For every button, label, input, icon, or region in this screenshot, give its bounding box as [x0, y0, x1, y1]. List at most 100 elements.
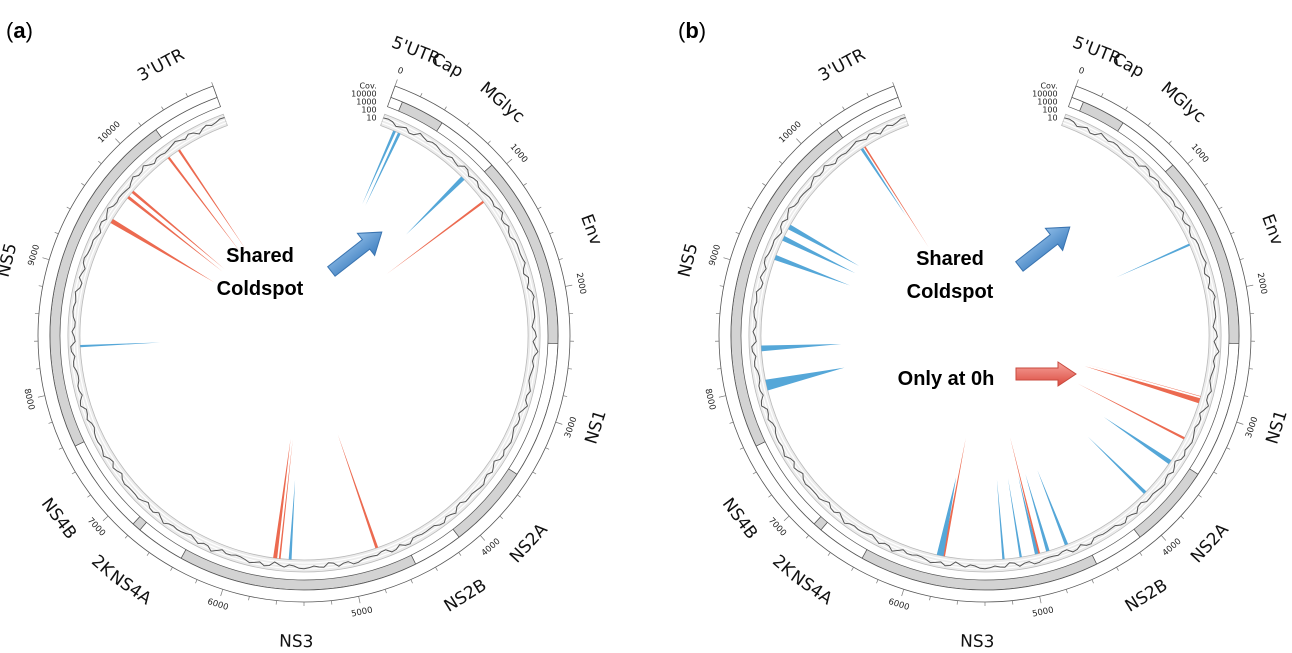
annotation-line: Coldspot — [217, 278, 304, 300]
position-tick-label: 5000 — [350, 605, 373, 619]
coldspot-mark — [127, 196, 223, 272]
coldspot-mark — [178, 149, 246, 250]
coldspot-mark — [131, 190, 225, 270]
minor-tick — [71, 471, 76, 475]
minor-tick — [435, 567, 438, 571]
panel-letter-a: (a) — [6, 18, 33, 43]
gene-label: NS2B — [1122, 575, 1172, 616]
minor-tick — [66, 206, 71, 210]
minor-tick — [1091, 579, 1094, 584]
minor-tick — [195, 579, 198, 584]
gene-label: Env — [576, 212, 606, 249]
shared-coldspot-annotation-b: Shared Coldspot — [907, 226, 1071, 303]
major-tick — [565, 284, 573, 287]
gene-label: NS4B — [718, 494, 762, 543]
coldspot-mark — [406, 176, 465, 235]
position-tick-label: 8000 — [21, 388, 36, 411]
minor-tick — [1116, 567, 1119, 571]
coldspot-mark — [761, 344, 842, 352]
coverage-gridline — [76, 122, 532, 564]
coverage-curve — [70, 117, 539, 570]
position-tick-label: 3000 — [563, 416, 579, 440]
major-tick — [1039, 596, 1042, 604]
minor-tick — [1226, 447, 1231, 450]
minor-tick — [1213, 471, 1218, 475]
minor-tick — [545, 447, 550, 450]
major-tick — [506, 158, 513, 164]
minor-tick — [444, 106, 447, 111]
major-tick — [1246, 284, 1254, 287]
coldspot-mark — [1077, 383, 1185, 440]
red-arrow-icon — [1015, 361, 1077, 387]
coldspot-mark — [1087, 436, 1147, 494]
coldspot-mark — [288, 479, 296, 560]
position-tick-label: 1000 — [508, 142, 530, 165]
major-tick — [796, 138, 802, 144]
minor-tick — [1139, 552, 1143, 556]
minor-tick — [161, 106, 164, 111]
minor-tick — [729, 421, 734, 424]
coldspot-mark — [337, 434, 379, 549]
major-tick — [1075, 79, 1079, 87]
gene-label: NS4A — [106, 567, 155, 610]
annotation-line: Shared — [226, 245, 294, 267]
coldspot-mark — [1103, 417, 1172, 465]
gene-label: NS3 — [960, 631, 995, 652]
coldspot-mark — [1085, 364, 1201, 397]
coldspot-mark — [1025, 474, 1050, 552]
coldspot-mark — [765, 367, 845, 391]
position-tick-label: 7000 — [766, 516, 788, 539]
major-tick — [783, 515, 790, 522]
coldspot-mark — [936, 477, 957, 557]
minor-tick — [1239, 258, 1244, 261]
blue-arrow-icon — [1014, 226, 1071, 272]
minor-tick — [98, 160, 102, 164]
minor-tick — [1204, 182, 1208, 186]
minor-tick — [410, 579, 413, 584]
coldspot-mark — [1116, 243, 1190, 278]
gene-label: Cap — [428, 49, 467, 82]
gene-label: NS5 — [0, 241, 21, 279]
minor-tick — [735, 231, 740, 235]
gene-label: Env — [1257, 212, 1287, 249]
position-tick-label: 4000 — [480, 537, 503, 559]
coverage-scale-label: 1000 — [1037, 98, 1057, 107]
coldspot-mark — [996, 479, 1005, 560]
major-tick — [723, 257, 731, 261]
minor-tick — [1125, 106, 1128, 111]
minor-tick — [487, 140, 491, 144]
gene-label: NS2A — [1187, 520, 1233, 568]
gene-label: MGlyc — [476, 78, 529, 127]
coverage-scale-label: 10 — [366, 114, 376, 123]
position-tick-label: 6000 — [206, 597, 230, 613]
position-tick-label: 4000 — [1161, 537, 1184, 559]
minor-tick — [866, 93, 870, 97]
blue-arrow-icon — [326, 231, 383, 277]
coldspot-marks-a — [80, 130, 485, 560]
minor-tick — [1180, 515, 1185, 519]
gene-labels-b: 5'UTRCapMGlycEnvNS1NS2ANS2BNS3NS4A2KNS4B… — [675, 33, 1292, 653]
minor-tick — [827, 552, 831, 556]
position-tick-label: 2000 — [1255, 272, 1269, 295]
coverage-gridline — [757, 122, 1213, 564]
coldspot-mark — [782, 235, 856, 274]
minor-tick — [458, 552, 462, 556]
coldspot-mark — [864, 146, 930, 249]
minor-tick — [892, 82, 895, 87]
genome-ring-b: 0 1000 2000 3000 4000 5000 6000 7000 8000 9000 100… — [702, 66, 1268, 620]
minor-tick — [1147, 122, 1151, 126]
gene-label: 3'UTR — [134, 45, 188, 86]
major-tick — [479, 535, 486, 541]
minor-tick — [499, 515, 504, 519]
coldspot-mark — [80, 342, 161, 348]
coldspot-mark — [1037, 470, 1069, 546]
major-tick — [102, 515, 109, 522]
minor-tick — [248, 596, 250, 601]
minor-tick — [81, 182, 85, 186]
major-tick — [718, 395, 726, 398]
minor-tick — [54, 231, 59, 235]
gene-label: NS4A — [787, 567, 836, 610]
annotation-line: Coldspot — [907, 281, 994, 303]
minor-tick — [124, 535, 129, 539]
outer-ring — [37, 85, 571, 603]
